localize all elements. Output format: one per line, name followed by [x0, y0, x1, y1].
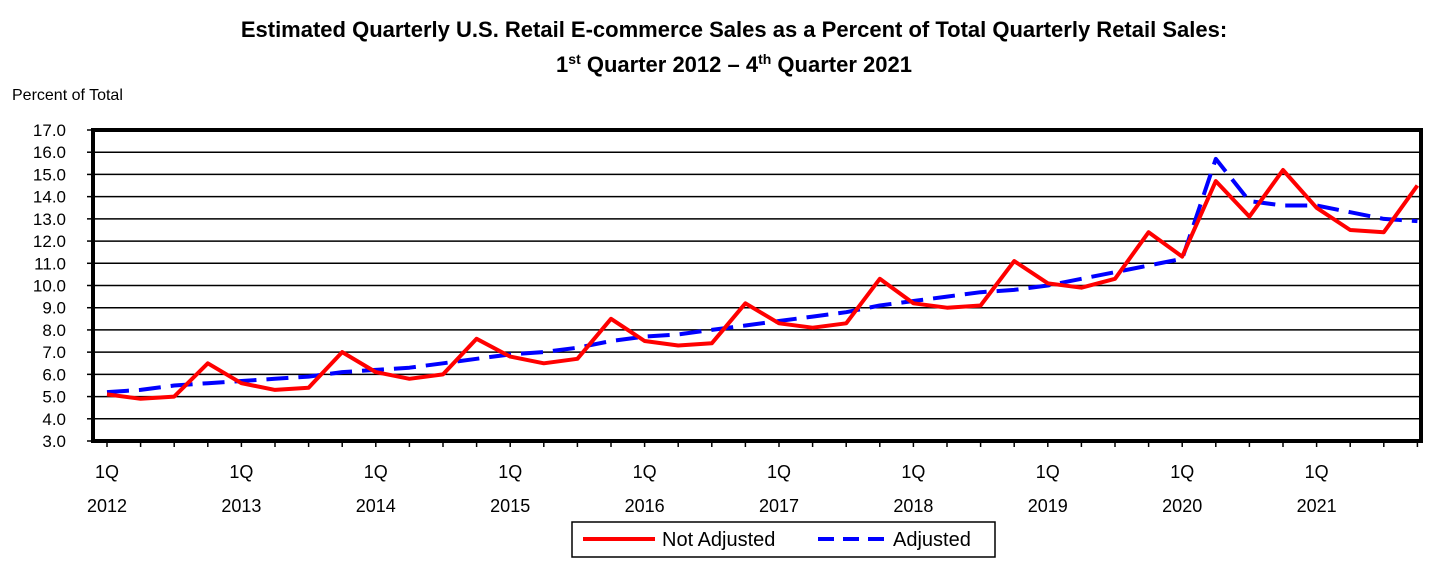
- y-tick-label: 8.0: [42, 321, 66, 340]
- series-line-not-adjusted: [106, 168, 1420, 401]
- x-tick-label-year: 2019: [1028, 496, 1068, 516]
- x-tick-label-quarter: 1Q: [901, 462, 925, 482]
- x-tick-label-quarter: 1Q: [1305, 462, 1329, 482]
- x-tick-label-quarter: 1Q: [633, 462, 657, 482]
- x-tick-label-year: 2015: [490, 496, 530, 516]
- series-lines: [106, 156, 1420, 401]
- gridlines: [87, 129, 1421, 447]
- y-tick-label: 9.0: [42, 299, 66, 318]
- y-tick-label: 13.0: [33, 210, 66, 229]
- x-tick-label-quarter: 1Q: [364, 462, 388, 482]
- x-tick-label-quarter: 1Q: [498, 462, 522, 482]
- legend-label-not-adjusted: Not Adjusted: [662, 529, 775, 551]
- x-tick-label-year: 2013: [221, 496, 261, 516]
- legend: Not Adjusted Adjusted: [571, 521, 996, 558]
- series-line-adjusted: [106, 156, 1418, 395]
- plot-area-border: [91, 128, 1423, 443]
- y-tick-label: 4.0: [42, 410, 66, 429]
- y-tick-label: 17.0: [33, 121, 66, 140]
- x-tick-label-year: 2016: [625, 496, 665, 516]
- x-tick-label-year: 2020: [1162, 496, 1202, 516]
- y-tick-label: 14.0: [33, 188, 66, 207]
- y-tick-label: 12.0: [33, 232, 66, 251]
- x-tick-label-year: 2014: [356, 496, 396, 516]
- y-tick-label: 3.0: [42, 432, 66, 451]
- x-tick-label-quarter: 1Q: [1170, 462, 1194, 482]
- x-tick-label-quarter: 1Q: [229, 462, 253, 482]
- y-tick-label: 15.0: [33, 165, 66, 184]
- y-tick-label: 10.0: [33, 277, 66, 296]
- y-tick-label: 6.0: [42, 365, 66, 384]
- x-tick-label-year: 2021: [1297, 496, 1337, 516]
- legend-label-adjusted: Adjusted: [893, 529, 971, 551]
- x-tick-label-year: 2017: [759, 496, 799, 516]
- y-tick-label: 5.0: [42, 388, 66, 407]
- x-tick-label-year: 2012: [87, 496, 127, 516]
- y-tick-label: 11.0: [34, 254, 66, 273]
- x-tick-labels: 1Q 2012 1Q 2013 1Q 2014 1Q 2015 1Q 2016 1Q 2017 1Q 20…: [87, 462, 1337, 516]
- chart-title-line2: 1st Quarter 2012 – 4th Quarter 2021: [556, 51, 912, 77]
- y-axis-label: Percent of Total: [12, 87, 123, 104]
- x-tick-label-quarter: 1Q: [95, 462, 119, 482]
- x-tick-label-quarter: 1Q: [767, 462, 791, 482]
- y-tick-label: 7.0: [42, 343, 66, 362]
- chart-title: Estimated Quarterly U.S. Retail E-commer…: [0, 12, 1452, 82]
- chart-title-line1: Estimated Quarterly U.S. Retail E-commer…: [240, 17, 1228, 42]
- y-tick-label: 16.0: [33, 143, 66, 162]
- x-tick-label-year: 2018: [893, 496, 933, 516]
- x-tick-label-quarter: 1Q: [1036, 462, 1060, 482]
- y-tick-labels: 3.0 4.0 5.0 6.0 7.0 8.0 9.0 10.0 11.0 12.0 13.0 14.…: [33, 121, 66, 451]
